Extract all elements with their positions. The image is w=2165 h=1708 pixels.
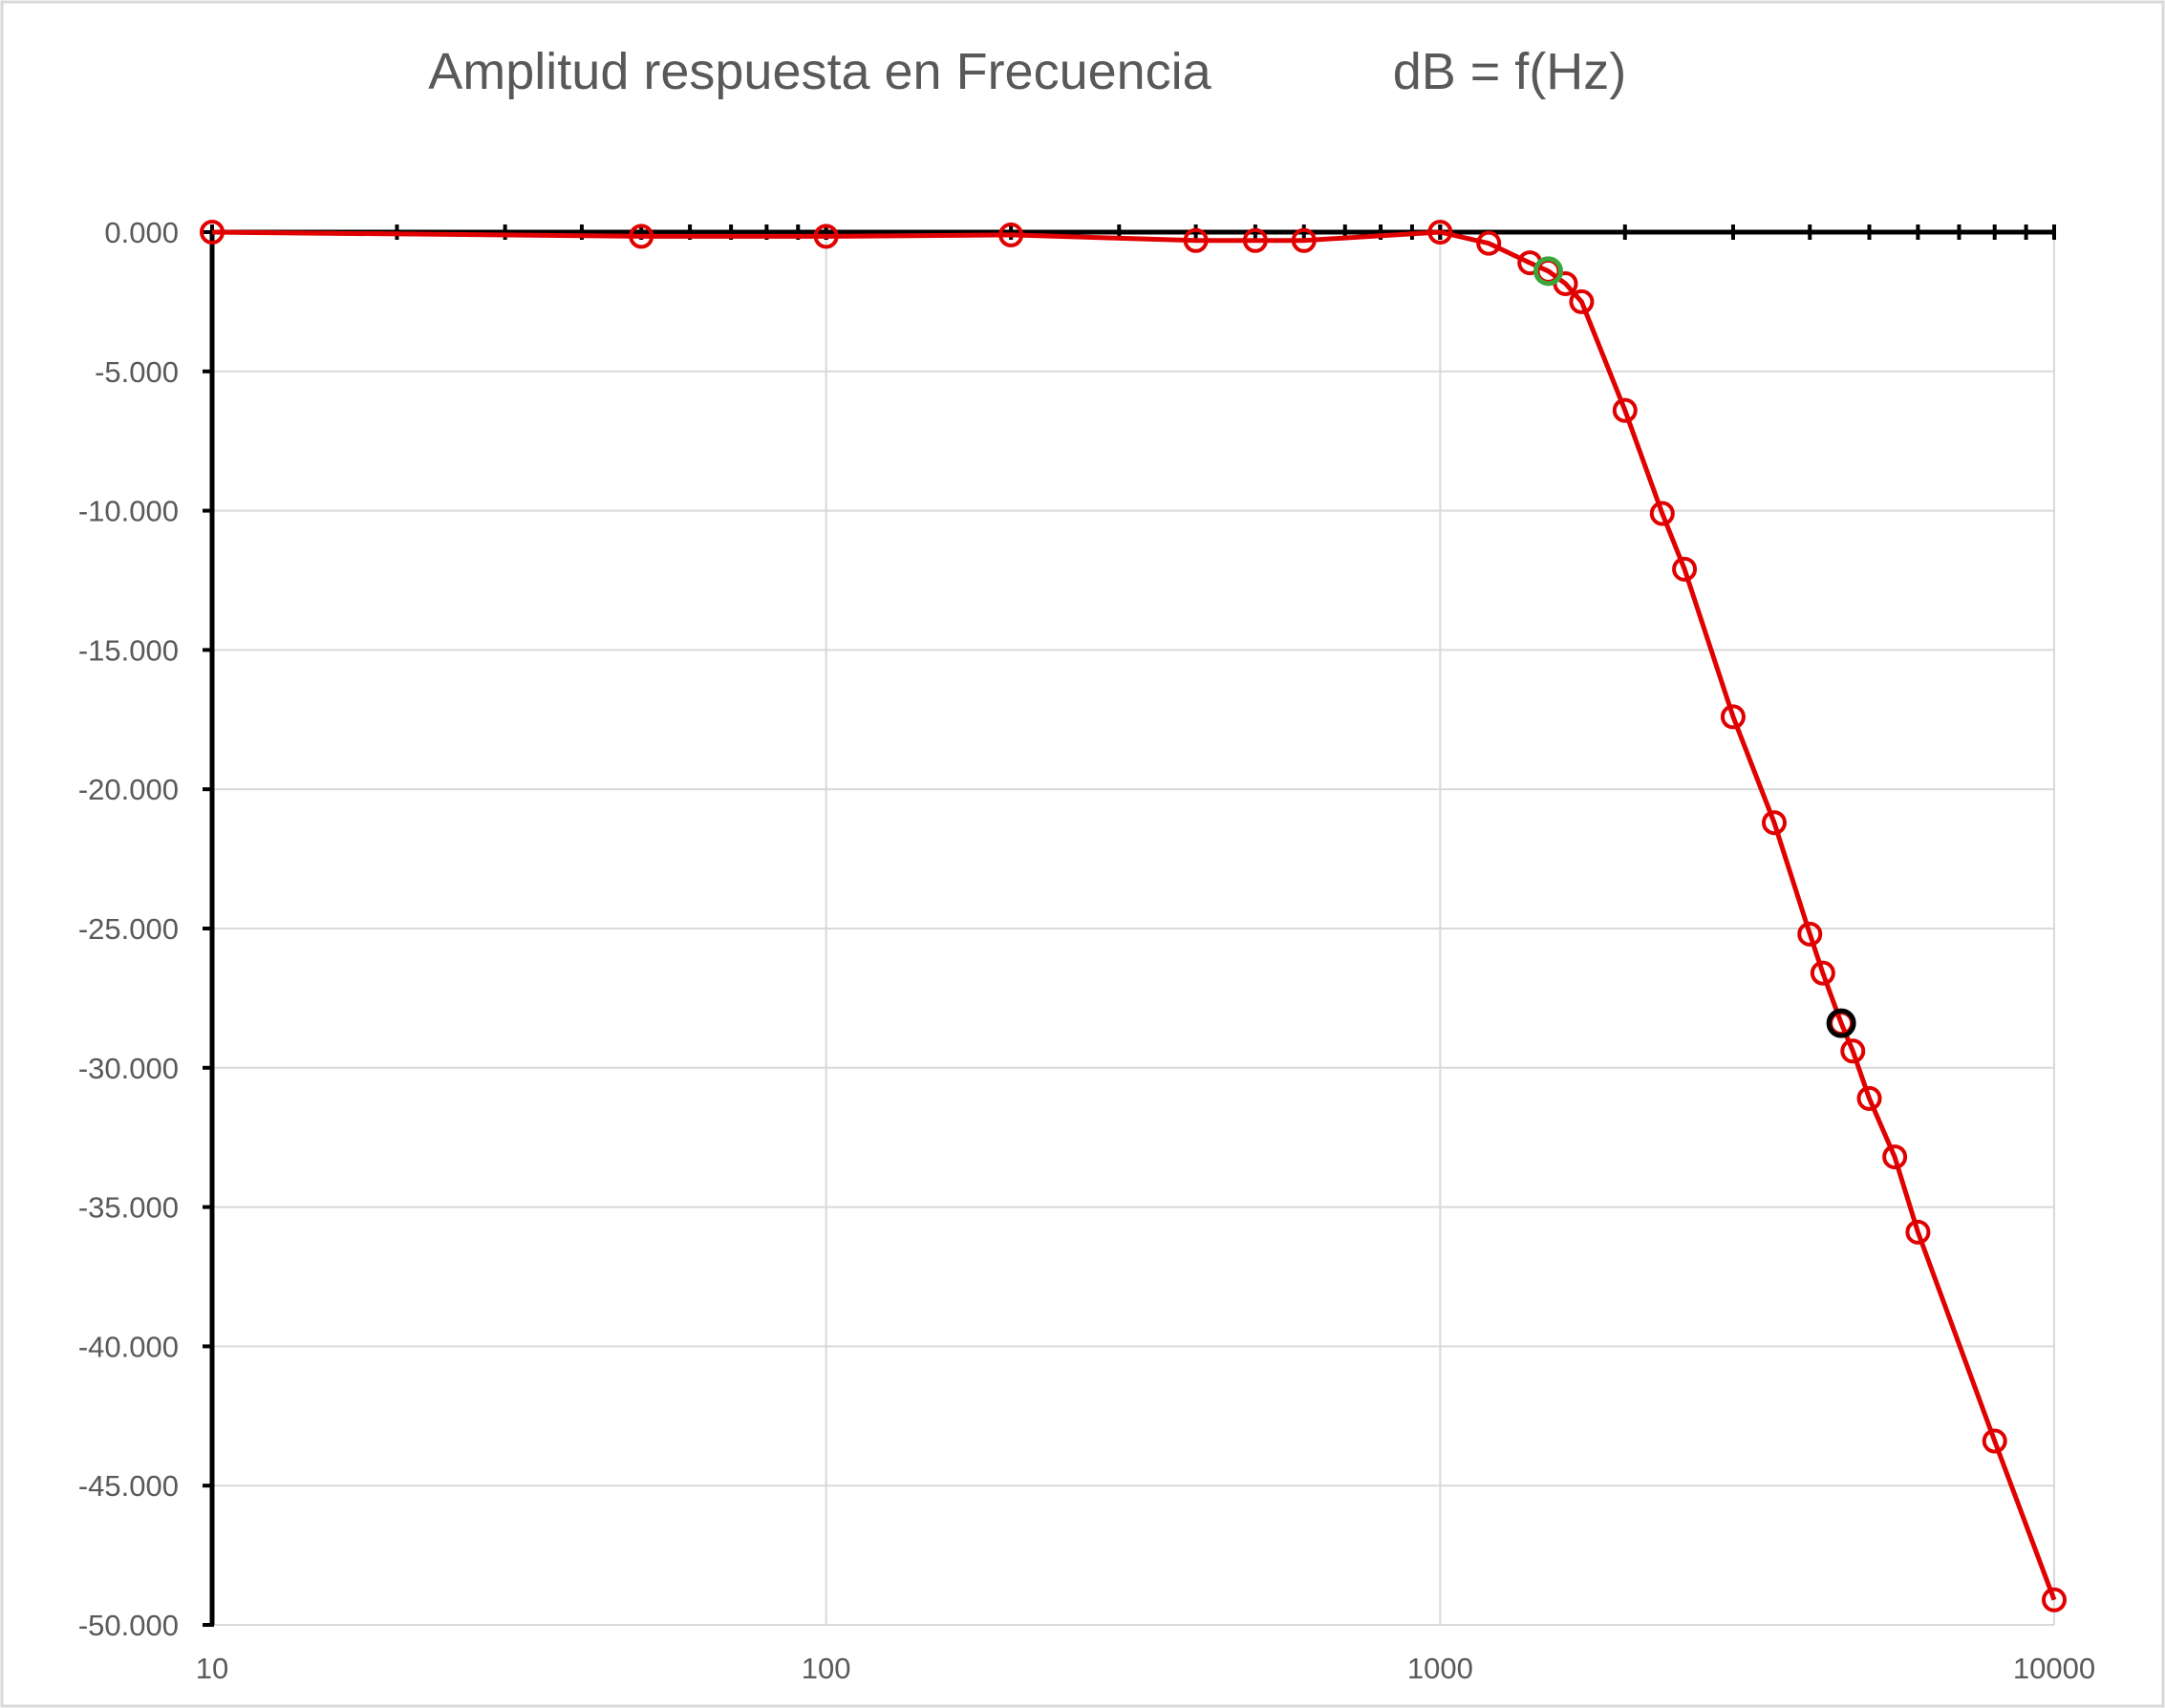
chart-title: Amplitud respuesta en Frecuencia	[428, 43, 1211, 100]
data-point	[1672, 556, 1698, 582]
data-point	[1183, 227, 1209, 253]
y-tick-label: -35.000	[78, 1191, 179, 1225]
y-tick-label: -45.000	[78, 1469, 179, 1503]
data-point	[1797, 921, 1823, 947]
x-tick-label: 100	[802, 1652, 851, 1685]
series-line	[211, 229, 2057, 1601]
data-point	[1476, 230, 1502, 256]
data-point	[813, 224, 839, 249]
x-tick-label: 10000	[2013, 1652, 2095, 1685]
chart-subtitle: dB = f(Hz)	[1393, 43, 1627, 100]
data-point	[1810, 960, 1835, 986]
data-point	[1612, 397, 1638, 423]
x-tick-label: 1000	[1407, 1652, 1473, 1685]
series-polyline	[211, 229, 2057, 1601]
data-markers	[200, 220, 2067, 1612]
data-point	[1427, 220, 1453, 245]
data-point	[1856, 1085, 1882, 1111]
data-point	[1242, 227, 1268, 253]
y-tick-label: -5.000	[95, 355, 179, 389]
data-point	[998, 222, 1024, 247]
highlight-point	[1533, 256, 1564, 287]
tick-labels: 0.000 -5.000 -10.000 -15.000 -20.000 -25.000 -…	[78, 216, 2095, 1685]
data-point	[629, 224, 654, 249]
y-tick-label: -15.000	[78, 633, 179, 667]
y-tick-label: 0.000	[104, 216, 179, 249]
y-tick-label: -40.000	[78, 1330, 179, 1363]
data-point	[200, 220, 225, 245]
data-point	[1569, 288, 1595, 314]
data-point	[1291, 227, 1317, 253]
data-point	[1720, 704, 1746, 730]
x-tick-label: 10	[196, 1652, 228, 1685]
data-point	[1761, 810, 1787, 836]
data-point	[1840, 1038, 1866, 1064]
data-point	[1882, 1144, 1908, 1170]
y-tick-label: -25.000	[78, 912, 179, 946]
y-tick-label: -30.000	[78, 1052, 179, 1085]
data-point	[1982, 1428, 2007, 1454]
data-point	[1905, 1219, 1931, 1245]
gridlines	[212, 232, 2055, 1626]
y-tick-label: -50.000	[78, 1609, 179, 1642]
y-tick-label: -20.000	[78, 773, 179, 806]
data-point	[2042, 1587, 2067, 1612]
y-tick-label: -10.000	[78, 495, 179, 528]
data-point	[1649, 501, 1675, 526]
highlight-point	[1826, 1008, 1856, 1038]
